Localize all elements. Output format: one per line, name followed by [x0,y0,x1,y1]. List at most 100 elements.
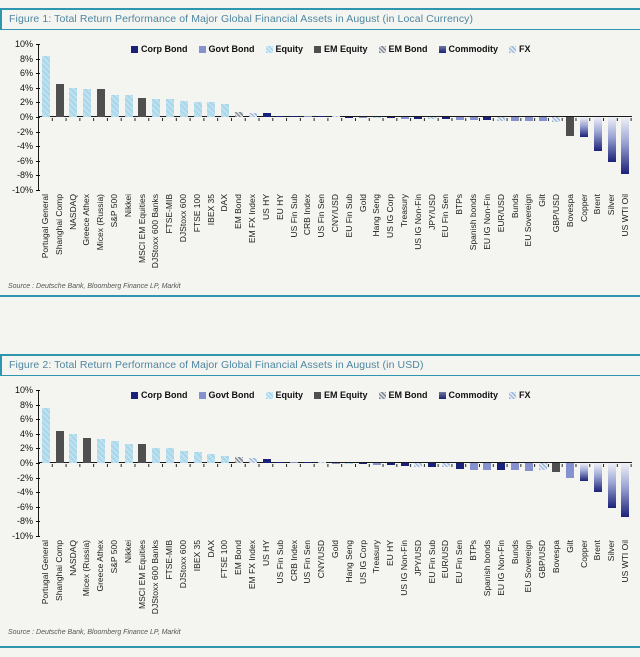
bar-commodity [621,117,630,174]
x-axis-label: EU HY [274,194,285,220]
bar-slot [232,44,246,190]
legend-swatch-govt-icon [198,391,206,399]
x-axis-label: Spanish bonds [481,540,492,597]
y-axis-tick [36,160,40,162]
bar-govt [400,117,409,120]
figure-2-x-axis-labels: Portugal General Shanghai Comp NASDAQ Micex… [38,538,632,628]
bar-fx [552,117,561,123]
y-axis-tick-label: 0% [19,458,33,468]
y-axis-tick [36,102,40,104]
x-axis-label: JPY/USD [412,540,423,576]
bar-corp [400,463,409,466]
legend-label: Govt Bond [208,44,255,54]
bar-slot [274,390,288,536]
bar-slot [94,390,108,536]
legend-item-embond: EM Bond [378,44,428,54]
bar-corp [483,117,492,120]
legend-item-fx: FX [509,44,531,54]
bar-govt [469,463,478,470]
bar-slot [39,390,53,536]
y-axis-tick-label: 0% [19,112,33,122]
x-axis-label: US Fin Sen [302,540,313,584]
figure-2-bars-container [39,390,632,536]
x-axis-label: EM Bond [233,194,244,229]
bar-slot [412,44,426,190]
x-axis-label: Greece Athex [95,540,106,592]
y-axis-tick [36,404,40,406]
x-axis-label: Nikkei [122,194,133,218]
y-axis-tick [36,190,40,191]
figure-1-source-note: Source : Deutsche Bank, Bloomberg Financ… [8,283,181,290]
bar-equity [97,438,106,463]
bar-slot [287,390,301,536]
x-axis-label: US WTI Oil [620,540,631,583]
x-axis-label: MSCI EM Equities [136,540,147,609]
bar-slot [618,390,632,536]
bar-equity [152,98,161,117]
y-axis-tick-label: 4% [19,428,33,439]
legend-swatch-corp-icon [131,45,138,53]
bar-equity [179,100,188,117]
legend-swatch-corp-icon [131,391,138,399]
bar-corp [442,117,450,120]
y-axis-tick-label: 8% [19,53,33,64]
legend-label: EM Bond [388,44,428,54]
x-axis-label: Copper [578,540,589,568]
x-axis-label: Gilt [564,540,575,553]
bar-slot [563,44,577,190]
x-axis-label: EU Fin Sub [426,540,437,584]
figure-1-bars-container [39,44,632,190]
bar-slot [205,390,219,536]
x-axis-label: BTPs [468,540,479,561]
legend-swatch-fx-icon [509,391,517,399]
x-axis-label: CNY/USD [316,540,327,579]
bar-govt [373,463,382,466]
x-axis-label: Shanghai Comp [53,194,64,255]
bar-slot [508,390,522,536]
y-axis-tick [36,521,40,523]
bar-slot [522,390,536,536]
legend-swatch-equity-icon [265,391,273,399]
figure-2-x-axis-ticks [39,464,632,467]
bar-equity [41,408,50,463]
figure-1-x-axis-ticks [39,118,632,121]
x-axis-label: EUR/USD [440,540,451,579]
bar-corp [276,115,285,117]
bar-slot [232,390,246,536]
x-axis-label: US IG Corp [385,194,396,238]
x-axis-label: GBP/USD [550,194,561,233]
y-axis-tick-label: -2% [16,126,33,137]
bar-corp [262,112,271,117]
bar-emequity [552,463,561,473]
bar-slot [218,44,232,190]
figure-2-source-note: Source : Deutsche Bank, Bloomberg Financ… [8,629,181,636]
x-axis-label: Portugal General [39,194,50,259]
x-axis-label: Gold [329,540,340,558]
bar-govt [566,463,575,478]
bar-slot [80,44,94,190]
legend-item-govt: Govt Bond [198,390,255,400]
legend-label: Equity [275,390,304,400]
x-axis-label: DJStoxx 600 Banks [150,194,161,269]
bar-slot [453,44,467,190]
bar-equity [69,87,78,117]
x-axis-label: DAX [219,194,230,212]
x-axis-label: EM Bond [233,540,244,575]
x-axis-label: Gilt [537,194,548,207]
legend-label: EM Equity [324,390,368,400]
bar-slot [577,44,591,190]
bar-equity [221,455,230,463]
bar-slot [287,44,301,190]
bar-slot [549,390,563,536]
legend-item-emequity: EM Equity [314,44,368,54]
x-axis-label: Hang Seng [343,540,354,583]
y-axis-tick-label: 6% [19,414,33,425]
bar-slot [274,44,288,190]
bar-slot [536,44,550,190]
bar-slot [329,44,343,190]
y-axis-tick [36,536,40,537]
bar-equity [124,95,133,117]
bar-corp [317,116,326,117]
x-axis-label: S&P 500 [108,194,119,228]
x-axis-label: S&P 500 [108,540,119,574]
